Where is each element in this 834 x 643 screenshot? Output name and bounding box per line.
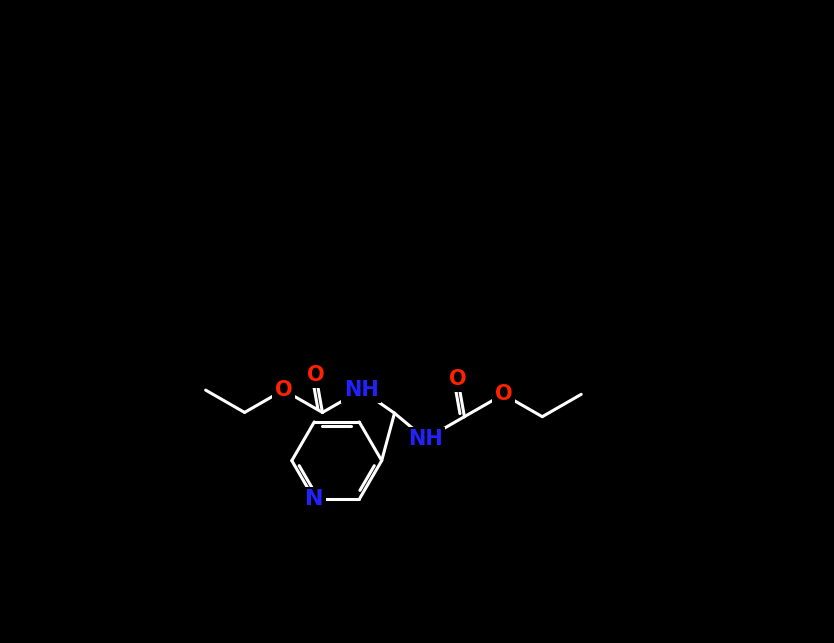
Text: NH: NH — [408, 429, 443, 449]
Text: N: N — [305, 489, 324, 509]
Text: O: O — [274, 380, 292, 400]
Text: O: O — [307, 365, 324, 385]
Text: O: O — [449, 369, 466, 389]
Text: NH: NH — [344, 380, 379, 400]
Text: O: O — [495, 385, 512, 404]
